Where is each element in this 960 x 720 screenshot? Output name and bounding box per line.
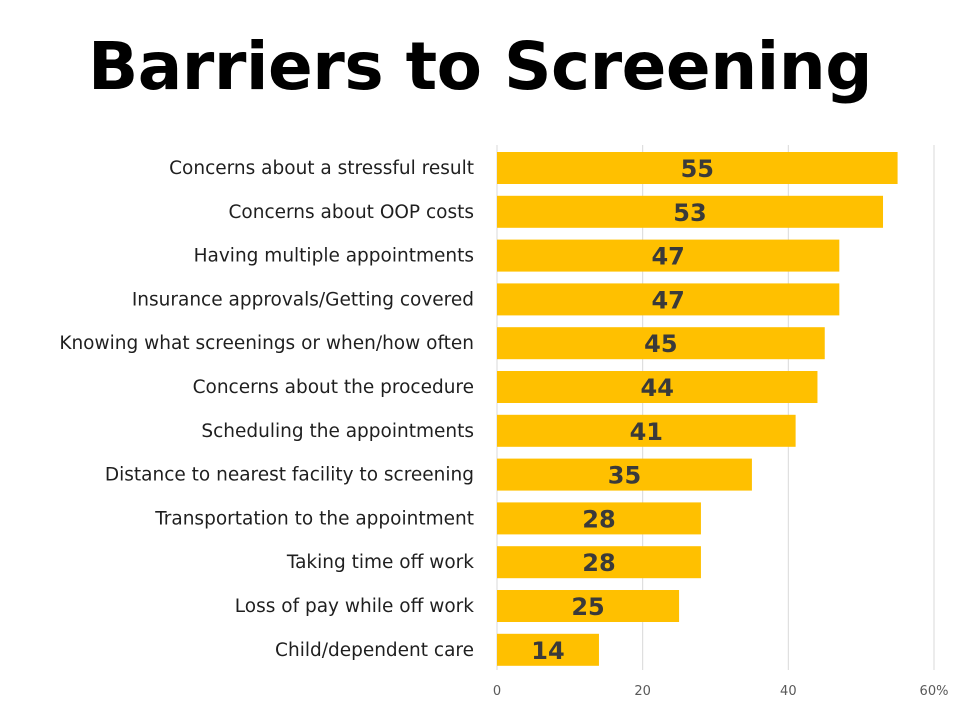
category-labels: Concerns about a stressful result Concern… xyxy=(59,158,474,661)
category-label: Concerns about a stressful result xyxy=(169,158,474,179)
data-label: 47 xyxy=(651,286,684,314)
bar xyxy=(497,371,818,403)
bars xyxy=(497,152,898,666)
category-label: Insurance approvals/Getting covered xyxy=(132,289,474,310)
category-label: Loss of pay while off work xyxy=(235,596,474,617)
category-label: Child/dependent care xyxy=(275,640,474,661)
bar xyxy=(497,195,884,228)
x-tick-label: 20 xyxy=(634,684,651,699)
data-label: 41 xyxy=(630,418,663,446)
x-tick-label: 40 xyxy=(780,684,797,699)
bar xyxy=(497,458,752,491)
data-label: 53 xyxy=(673,199,706,227)
gridlines xyxy=(496,145,935,670)
x-axis-tick-labels: 0 20 40 60% xyxy=(493,684,949,699)
bar xyxy=(497,327,825,360)
data-label: 55 xyxy=(681,155,714,183)
data-label: 47 xyxy=(651,243,684,271)
category-label: Concerns about the procedure xyxy=(193,377,474,398)
x-tick-label: 0 xyxy=(493,684,501,699)
category-label: Transportation to the appointment xyxy=(154,508,474,529)
bar xyxy=(497,502,701,535)
bar xyxy=(497,633,599,666)
data-label: 44 xyxy=(641,374,674,402)
data-label: 28 xyxy=(582,505,615,533)
chart-title: Barriers to Screening xyxy=(87,28,873,105)
x-tick-label: 60% xyxy=(920,684,949,699)
bar xyxy=(497,152,898,184)
category-label: Concerns about OOP costs xyxy=(229,202,474,223)
bar xyxy=(497,414,796,447)
data-label: 45 xyxy=(644,330,677,358)
category-label: Knowing what screenings or when/how ofte… xyxy=(59,333,474,354)
bar xyxy=(497,546,701,579)
category-label: Distance to nearest facility to screenin… xyxy=(105,465,474,486)
data-label: 14 xyxy=(531,637,564,665)
category-label: Scheduling the appointments xyxy=(201,421,474,442)
data-label: 25 xyxy=(571,593,604,621)
bar xyxy=(497,239,840,272)
bar xyxy=(497,283,840,316)
category-label: Having multiple appointments xyxy=(194,246,474,267)
category-label: Taking time off work xyxy=(286,552,474,573)
bar xyxy=(497,590,680,622)
data-label: 35 xyxy=(608,462,641,490)
data-label: 28 xyxy=(582,549,615,577)
